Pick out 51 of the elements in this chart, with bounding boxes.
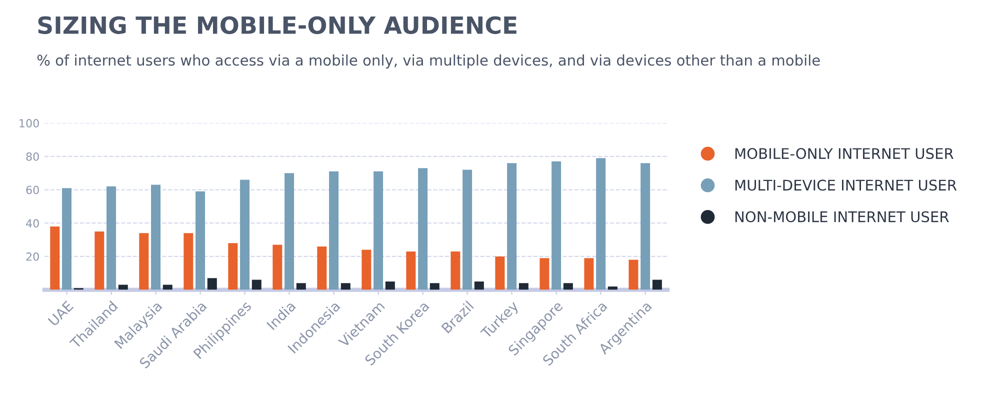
bar (584, 258, 594, 290)
y-tick-label: 100 (20, 119, 39, 128)
bar (284, 173, 294, 290)
bar (563, 283, 573, 290)
bar (329, 171, 339, 290)
bar (462, 170, 472, 290)
bar (596, 158, 606, 290)
bar (162, 284, 172, 290)
legend-label: MULTI-DEVICE INTERNET USER (735, 180, 957, 191)
bar (228, 243, 238, 290)
bar (450, 251, 460, 290)
y-tick-label: 20 (26, 252, 39, 261)
bar (374, 171, 384, 290)
bar (540, 258, 550, 290)
bar (418, 168, 428, 290)
bar (62, 188, 72, 290)
bar (184, 233, 194, 290)
bar (272, 244, 282, 290)
chart-subtitle: % of internet users who access via a mobile only, via multiple devices, and via devices other than a mobile (37, 54, 820, 69)
bar (385, 281, 395, 290)
bar (640, 163, 650, 290)
bar (340, 283, 350, 290)
bar (652, 280, 662, 290)
bar (406, 251, 416, 290)
chart-title: SIZING THE MOBILE-ONLY AUDIENCE (38, 16, 516, 34)
y-tick-label: 60 (26, 186, 39, 194)
bar (317, 246, 327, 290)
bar (196, 191, 206, 290)
bar (430, 283, 440, 290)
bar (608, 286, 618, 290)
bar (240, 180, 250, 290)
bar (362, 250, 372, 290)
legend-label: NON-MOBILE INTERNET USER (735, 211, 949, 222)
bar (139, 233, 149, 290)
bar (495, 256, 505, 290)
y-tick-label: 80 (26, 152, 39, 161)
bar (518, 283, 528, 290)
y-tick-label: 40 (26, 219, 39, 228)
bar (507, 163, 517, 290)
bar (106, 186, 116, 290)
bar (118, 284, 128, 290)
bar (151, 184, 161, 290)
bar (207, 278, 217, 290)
bar (552, 161, 562, 290)
bar (50, 226, 60, 290)
legend-label: MOBILE-ONLY INTERNET USER (735, 148, 954, 160)
bar (474, 281, 484, 290)
bar (296, 283, 306, 290)
bar (628, 260, 638, 290)
bar (252, 280, 262, 290)
bar (94, 231, 104, 290)
